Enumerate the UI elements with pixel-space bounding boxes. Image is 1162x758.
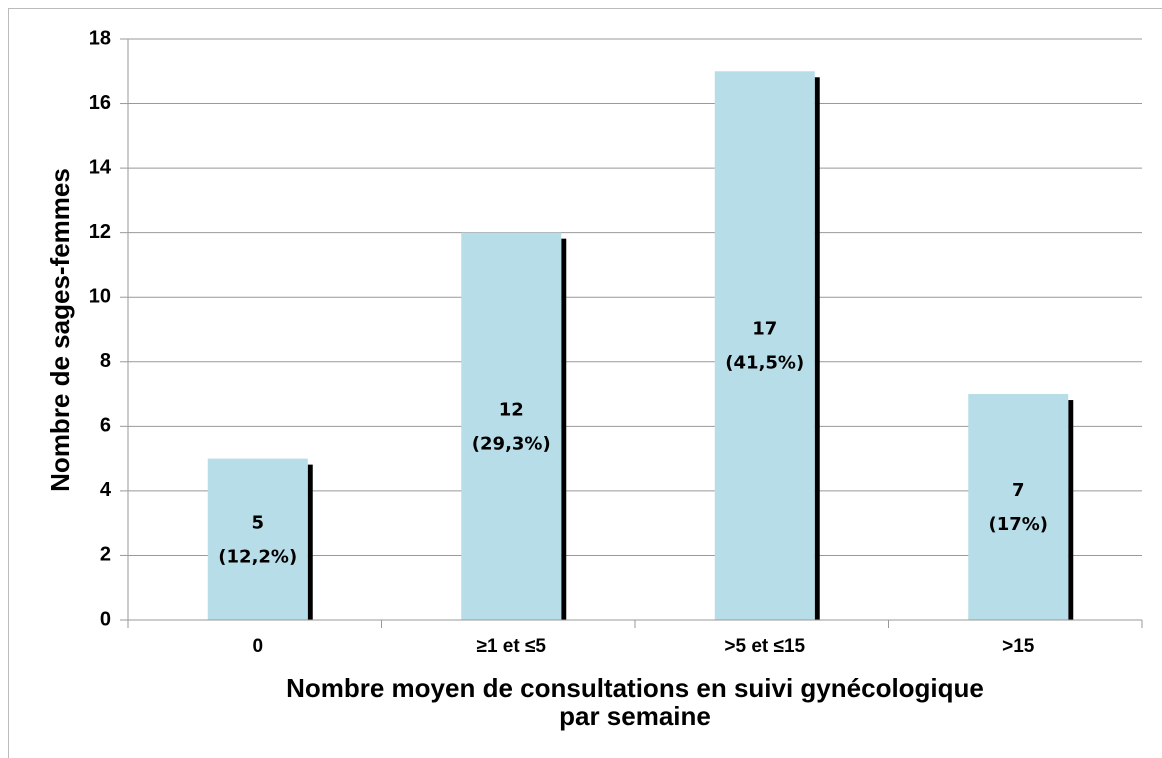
bar: [461, 232, 562, 620]
data-label: 5: [251, 512, 264, 533]
x-tick-label: ≥1 et ≤5: [477, 636, 547, 657]
y-tick-label: 10: [89, 286, 111, 308]
y-tick-label: 6: [100, 415, 111, 437]
data-label: (12,2%): [218, 546, 297, 567]
bar-shadow: [307, 464, 313, 620]
y-tick-label: 14: [89, 156, 112, 178]
bar: [207, 458, 308, 620]
data-label: 12: [499, 399, 524, 420]
bar: [714, 71, 815, 621]
x-tick-label: >15: [1002, 636, 1035, 657]
data-label: (29,3%): [472, 433, 551, 454]
y-tick-label: 16: [89, 92, 111, 114]
data-label: 7: [1012, 480, 1025, 501]
bar: [968, 394, 1069, 620]
bar-shadow: [814, 77, 820, 621]
y-axis-title: Nombre de sages-femmes: [45, 168, 75, 492]
x-axis-title: Nombre moyen de consultations en suivi g…: [286, 673, 984, 703]
y-tick-label: 4: [100, 479, 112, 501]
y-tick-label: 0: [100, 608, 111, 630]
bar-shadow: [1068, 400, 1074, 620]
y-tick-label: 2: [100, 544, 111, 566]
chart-frame: [8, 8, 1162, 758]
data-label: (41,5%): [725, 353, 804, 374]
y-tick-label: 8: [100, 350, 111, 372]
x-tick-label: 0: [252, 636, 263, 657]
data-label: 17: [752, 319, 777, 340]
x-axis-title: par semaine: [559, 701, 711, 731]
bar-shadow: [561, 238, 567, 620]
y-tick-label: 12: [89, 221, 111, 243]
x-tick-label: >5 et ≤15: [724, 636, 805, 657]
data-label: (17%): [988, 514, 1048, 535]
y-tick-label: 18: [89, 27, 111, 49]
